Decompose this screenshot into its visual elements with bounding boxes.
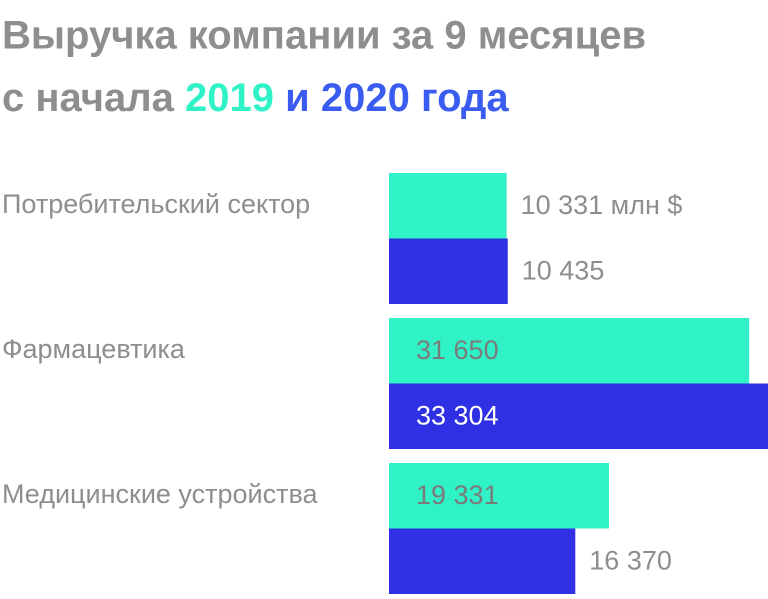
chart-title: Выручка компании за 9 месяцев — [2, 14, 646, 58]
bar — [389, 463, 609, 529]
chart-title-line2: с начала 2019 и 2020 года — [2, 76, 509, 120]
bar — [389, 173, 507, 239]
bar — [389, 528, 576, 594]
value-label: 16 370 — [589, 545, 672, 575]
legend-entry: 2020 — [321, 76, 410, 120]
value-label: 19 331 — [416, 480, 499, 510]
title-suffix: года — [421, 76, 509, 120]
title-joiner: и — [285, 76, 310, 120]
value-label: 10 435 — [522, 255, 605, 285]
title-prefix: с начала — [2, 76, 175, 120]
value-label: 31 650 — [416, 335, 499, 365]
value-label: 10 331 млн $ — [521, 190, 683, 220]
bar — [389, 383, 768, 449]
legend-entry: 2019 — [185, 76, 274, 120]
category-label: Фармацевтика — [2, 334, 186, 364]
value-label: 33 304 — [416, 400, 499, 430]
bar — [389, 318, 750, 384]
bar — [389, 238, 508, 304]
category-label: Медицинские устройства — [2, 479, 319, 509]
category-label: Потребительский сектор — [2, 189, 310, 219]
